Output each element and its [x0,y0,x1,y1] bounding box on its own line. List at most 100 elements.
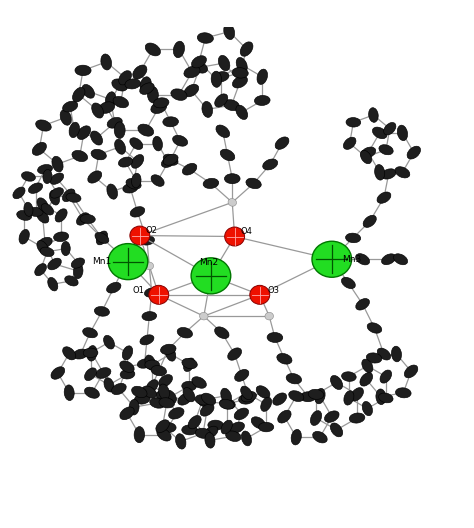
Ellipse shape [259,422,274,432]
Ellipse shape [363,215,376,228]
Ellipse shape [75,65,91,76]
Ellipse shape [289,391,304,401]
Ellipse shape [395,388,411,398]
Ellipse shape [349,413,365,423]
Ellipse shape [286,373,301,384]
Ellipse shape [145,360,160,370]
Ellipse shape [393,254,408,265]
Ellipse shape [183,388,195,402]
Ellipse shape [123,183,138,193]
Ellipse shape [130,206,145,217]
Ellipse shape [36,210,49,223]
Ellipse shape [120,370,135,379]
Ellipse shape [113,97,128,108]
Ellipse shape [140,83,154,95]
Ellipse shape [188,416,201,429]
Ellipse shape [38,238,52,248]
Ellipse shape [173,41,184,58]
Ellipse shape [278,410,291,423]
Ellipse shape [220,399,235,409]
Ellipse shape [344,391,354,405]
Ellipse shape [241,386,252,400]
Ellipse shape [199,397,214,407]
Ellipse shape [88,171,102,183]
Ellipse shape [28,208,43,216]
Ellipse shape [234,408,248,420]
Ellipse shape [382,169,396,179]
Ellipse shape [330,423,343,437]
Ellipse shape [313,431,327,443]
Ellipse shape [151,365,166,376]
Ellipse shape [28,183,43,193]
Ellipse shape [202,101,212,117]
Ellipse shape [84,368,97,381]
Ellipse shape [229,422,245,433]
Ellipse shape [360,373,373,386]
Ellipse shape [151,175,164,186]
Text: O2: O2 [146,227,158,235]
Ellipse shape [220,149,235,161]
Ellipse shape [404,365,418,378]
Ellipse shape [263,159,278,170]
Ellipse shape [184,84,199,97]
Ellipse shape [236,58,247,72]
Ellipse shape [91,131,102,145]
Ellipse shape [95,232,109,243]
Ellipse shape [232,76,247,88]
Ellipse shape [80,214,95,223]
Ellipse shape [182,425,197,435]
Ellipse shape [182,381,196,391]
Ellipse shape [165,347,176,361]
Ellipse shape [173,135,188,146]
Ellipse shape [392,346,401,362]
Ellipse shape [377,192,391,203]
Ellipse shape [52,156,63,172]
Ellipse shape [107,117,122,128]
Ellipse shape [135,394,150,404]
Ellipse shape [159,384,169,400]
Ellipse shape [213,72,229,82]
Ellipse shape [134,427,145,442]
Ellipse shape [275,137,289,149]
Ellipse shape [91,149,106,160]
Ellipse shape [137,359,152,368]
Ellipse shape [241,391,256,402]
Ellipse shape [361,147,376,158]
Ellipse shape [94,307,109,316]
Ellipse shape [153,136,163,151]
Ellipse shape [17,211,32,220]
Ellipse shape [376,389,386,404]
Ellipse shape [312,241,352,277]
Ellipse shape [232,68,248,78]
Ellipse shape [200,313,208,320]
Ellipse shape [382,254,396,265]
Ellipse shape [101,54,111,70]
Ellipse shape [13,187,25,199]
Ellipse shape [219,399,234,409]
Ellipse shape [51,367,64,379]
Ellipse shape [215,327,229,338]
Ellipse shape [267,333,283,343]
Ellipse shape [366,353,382,363]
Ellipse shape [169,408,184,419]
Ellipse shape [346,118,361,127]
Ellipse shape [66,193,81,202]
Ellipse shape [138,124,154,136]
Ellipse shape [216,125,229,137]
Ellipse shape [132,386,147,398]
Ellipse shape [251,417,265,429]
Ellipse shape [40,247,54,257]
Ellipse shape [356,253,370,265]
Ellipse shape [111,383,126,394]
Ellipse shape [142,386,156,398]
Ellipse shape [49,190,60,205]
Ellipse shape [82,84,94,98]
Ellipse shape [343,137,356,149]
Ellipse shape [130,138,143,149]
Ellipse shape [149,285,169,304]
Ellipse shape [341,277,356,289]
Ellipse shape [37,198,48,212]
Ellipse shape [145,355,155,370]
Ellipse shape [163,154,178,165]
Ellipse shape [131,173,141,188]
